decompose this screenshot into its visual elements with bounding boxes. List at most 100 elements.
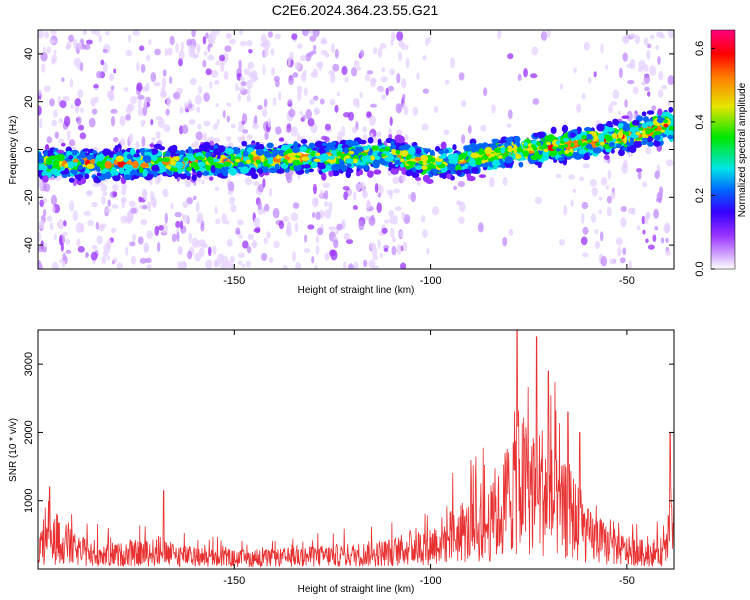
spec-ridge-blob bbox=[220, 166, 227, 175]
spec-noise-blob bbox=[352, 191, 357, 201]
spec-ridge-blob bbox=[179, 173, 187, 180]
spec-noise-blob bbox=[559, 239, 566, 246]
spec-noise-blob bbox=[165, 108, 170, 116]
spec-ridge-blob bbox=[380, 160, 390, 166]
spec-noise-blob bbox=[246, 245, 252, 254]
spec-ridge-blob bbox=[149, 143, 155, 148]
spec-noise-blob bbox=[191, 237, 198, 249]
spec-ridge-blob bbox=[468, 158, 476, 166]
spec-noise-blob bbox=[123, 87, 129, 93]
spec-noise-blob bbox=[169, 76, 173, 85]
spec-noise-blob bbox=[214, 186, 220, 192]
spec-xtick-label: -100 bbox=[420, 275, 442, 287]
spec-ridge-blob bbox=[84, 173, 90, 180]
spec-noise-blob bbox=[241, 113, 248, 124]
spec-ridge-blob bbox=[663, 123, 669, 128]
spec-noise-blob bbox=[282, 264, 288, 269]
spec-noise-blob bbox=[631, 207, 636, 216]
spec-noise-blob bbox=[422, 88, 430, 94]
spec-noise-blob bbox=[62, 231, 68, 237]
spec-noise-blob bbox=[150, 72, 157, 83]
spec-noise-blob bbox=[43, 208, 47, 217]
spec-ridge-blob bbox=[129, 147, 136, 156]
spec-ridge-blob bbox=[198, 144, 206, 152]
spec-noise-blob bbox=[628, 260, 632, 268]
spec-ridge-blob bbox=[140, 162, 149, 169]
spec-hotspot bbox=[536, 142, 542, 146]
spec-hotspot bbox=[391, 148, 397, 153]
spec-noise-blob bbox=[100, 59, 105, 66]
spec-ridge-blob bbox=[179, 149, 186, 155]
spec-noise-blob bbox=[226, 102, 232, 107]
spec-noise-blob bbox=[315, 235, 320, 244]
spec-ridge-blob bbox=[434, 146, 441, 152]
spec-noise-blob bbox=[151, 137, 156, 142]
spec-ridge-blob bbox=[82, 148, 90, 152]
spec-noise-blob bbox=[188, 44, 196, 53]
spec-noise-blob bbox=[164, 212, 168, 224]
spec-noise-blob bbox=[46, 46, 52, 54]
spec-noise-blob bbox=[275, 126, 282, 135]
spec-noise-blob bbox=[303, 87, 308, 97]
spec-noise-blob bbox=[138, 196, 142, 203]
spec-noise-blob bbox=[482, 87, 488, 97]
spec-noise-blob bbox=[457, 181, 465, 188]
spec-noise-blob bbox=[163, 124, 171, 132]
spec-noise-blob bbox=[88, 117, 96, 128]
spec-noise-blob bbox=[287, 57, 291, 67]
spec-noise-blob bbox=[641, 181, 648, 188]
spec-noise-blob bbox=[237, 260, 243, 265]
spec-noise-blob bbox=[324, 209, 332, 219]
spec-ridge-blob bbox=[291, 145, 301, 154]
spec-noise-blob bbox=[369, 78, 377, 83]
spec-noise-blob bbox=[368, 114, 376, 126]
spec-noise-blob bbox=[396, 31, 404, 41]
spec-noise-blob bbox=[222, 110, 226, 119]
spec-noise-blob bbox=[319, 98, 325, 105]
spec-ridge-blob bbox=[262, 165, 269, 174]
spec-ridge-blob bbox=[366, 170, 374, 178]
spec-hotspot bbox=[532, 147, 538, 151]
spec-noise-blob bbox=[644, 215, 649, 225]
main-title: C2E6.2024.364.23.55.G21 bbox=[272, 2, 439, 18]
spec-noise-blob bbox=[44, 31, 49, 39]
spec-noise-blob bbox=[598, 196, 603, 201]
spec-noise-blob bbox=[38, 89, 42, 96]
spec-ridge-blob bbox=[438, 155, 447, 159]
spec-noise-blob bbox=[299, 110, 303, 116]
spec-hotspot bbox=[582, 142, 588, 146]
spec-noise-blob bbox=[416, 180, 421, 186]
spec-ridge-blob bbox=[123, 174, 132, 181]
spec-noise-blob bbox=[162, 188, 169, 198]
spec-noise-blob bbox=[343, 261, 347, 269]
spec-ridge-blob bbox=[96, 172, 102, 177]
spec-noise-blob bbox=[643, 37, 649, 46]
spec-noise-blob bbox=[315, 211, 321, 221]
spec-noise-blob bbox=[102, 61, 108, 73]
spec-noise-blob bbox=[285, 174, 291, 180]
spec-noise-blob bbox=[402, 241, 408, 252]
spec-hotspot bbox=[418, 161, 424, 165]
spec-noise-blob bbox=[665, 237, 669, 243]
colorbar-tick-label: 0.2 bbox=[694, 188, 706, 203]
spec-noise-blob bbox=[297, 133, 301, 143]
spec-ridge-blob bbox=[64, 167, 69, 175]
spec-noise-blob bbox=[140, 218, 148, 226]
spec-ridge-blob bbox=[668, 125, 674, 132]
spec-hotspot bbox=[399, 158, 405, 163]
spec-noise-blob bbox=[433, 105, 439, 114]
spec-noise-blob bbox=[402, 102, 406, 110]
spec-noise-blob bbox=[618, 67, 623, 79]
spec-noise-blob bbox=[342, 185, 350, 191]
spec-noise-blob bbox=[314, 265, 318, 269]
spec-noise-blob bbox=[658, 33, 665, 39]
spec-noise-blob bbox=[186, 38, 193, 47]
spec-ridge-blob bbox=[534, 161, 543, 166]
spec-ridge-blob bbox=[38, 156, 45, 164]
spec-noise-blob bbox=[583, 42, 591, 51]
snr-series-line bbox=[38, 330, 674, 568]
spec-noise-blob bbox=[107, 199, 111, 207]
spec-ridge-blob bbox=[546, 134, 556, 143]
spec-noise-blob bbox=[262, 64, 266, 75]
spec-ridge-blob bbox=[104, 172, 112, 180]
